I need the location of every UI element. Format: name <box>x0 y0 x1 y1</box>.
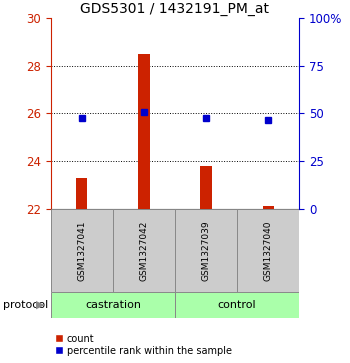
Bar <box>138 54 149 209</box>
Bar <box>76 178 88 209</box>
Bar <box>175 209 237 292</box>
Bar <box>201 166 212 209</box>
Text: GSM1327039: GSM1327039 <box>202 220 211 281</box>
Text: GSM1327041: GSM1327041 <box>77 220 86 281</box>
Bar <box>237 209 299 292</box>
Bar <box>262 206 274 209</box>
Bar <box>113 209 175 292</box>
Bar <box>51 209 113 292</box>
Bar <box>175 292 299 318</box>
Text: protocol: protocol <box>4 300 49 310</box>
Legend: count, percentile rank within the sample: count, percentile rank within the sample <box>51 330 236 359</box>
Text: castration: castration <box>85 300 141 310</box>
Title: GDS5301 / 1432191_PM_at: GDS5301 / 1432191_PM_at <box>80 2 270 16</box>
Text: GSM1327040: GSM1327040 <box>264 220 273 281</box>
Text: ▶: ▶ <box>36 300 44 310</box>
Text: control: control <box>218 300 257 310</box>
Bar <box>51 292 175 318</box>
Text: GSM1327042: GSM1327042 <box>139 220 148 281</box>
